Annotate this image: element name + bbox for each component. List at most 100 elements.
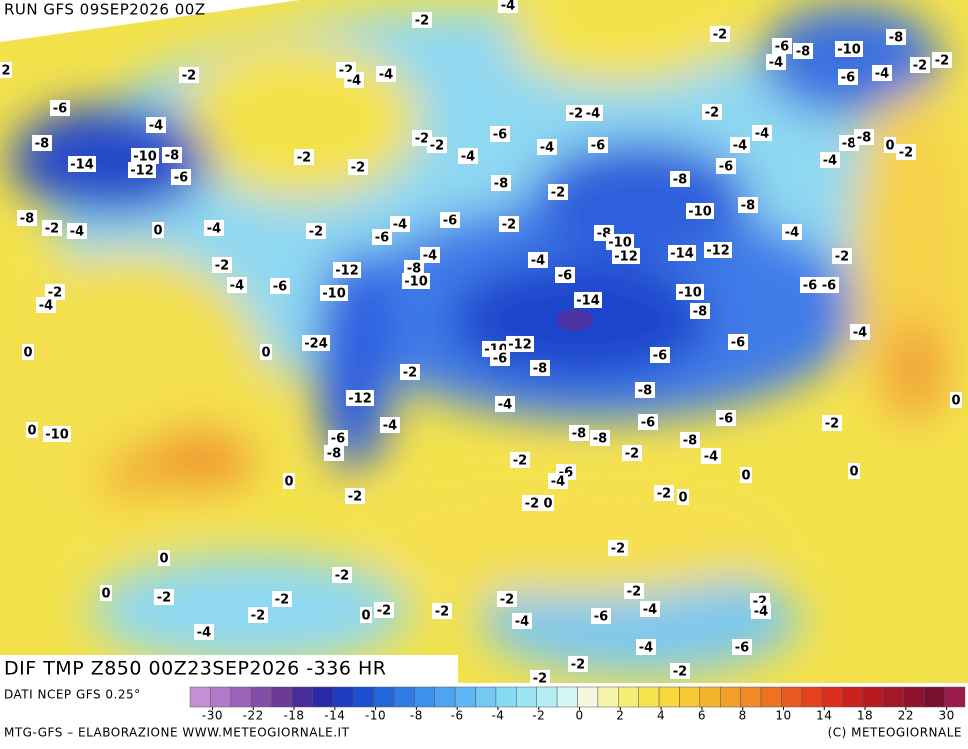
colorbar-swatch bbox=[842, 686, 864, 708]
label-box bbox=[624, 583, 644, 599]
label-box bbox=[26, 422, 38, 438]
map-title: DIF TMP Z850 00Z23SEP2026 -336 HR bbox=[4, 658, 386, 680]
label-box bbox=[738, 197, 758, 213]
contour-label: -10 bbox=[688, 205, 712, 220]
contour-label: -8 bbox=[683, 434, 697, 449]
contour-label: -10 bbox=[45, 428, 69, 443]
contour-label: -4 bbox=[551, 475, 565, 490]
colorbar-swatch bbox=[720, 686, 741, 708]
label-box bbox=[146, 117, 166, 133]
label-box bbox=[668, 245, 696, 261]
label-box bbox=[332, 567, 352, 583]
label-box bbox=[376, 66, 396, 82]
contour-label: -8 bbox=[889, 31, 903, 46]
colorbar: -30 -22 -18 -14 -10 -8 -6 -4 -2 0 2 4 6 8 10 14 18 22 30 bbox=[189, 686, 966, 723]
label-box bbox=[68, 156, 96, 172]
contour-label: -6 bbox=[719, 412, 733, 427]
colorbar-swatch bbox=[577, 686, 599, 708]
contour-label: 0 bbox=[284, 475, 293, 490]
contour-label: -4 bbox=[501, 0, 515, 14]
contour-label: -4 bbox=[823, 154, 837, 169]
contour-label: -10 bbox=[133, 150, 157, 165]
contour-label: -6 bbox=[822, 279, 836, 294]
contour-label: -8 bbox=[638, 384, 652, 399]
colorbar-swatch bbox=[475, 686, 497, 708]
contour-label: -2 bbox=[351, 161, 365, 176]
colorbar-tick-label: -22 bbox=[243, 709, 264, 723]
colorbar-swatch bbox=[781, 686, 803, 708]
contour-label: 0 bbox=[27, 424, 36, 439]
label-box bbox=[162, 147, 182, 163]
contour-label: -2 bbox=[297, 151, 311, 166]
colorbar-tick-label: 22 bbox=[898, 709, 914, 723]
contour-label: -4 bbox=[785, 226, 799, 241]
colorbar-swatch bbox=[271, 686, 293, 708]
contour-label: -10 bbox=[837, 43, 861, 58]
label-box bbox=[896, 144, 916, 160]
contour-label: -2 bbox=[569, 107, 583, 122]
label-box bbox=[677, 489, 689, 505]
label-box bbox=[588, 137, 608, 153]
contour-label: -12 bbox=[614, 250, 638, 265]
colorbar-swatch bbox=[923, 686, 945, 708]
contour-label: -6 bbox=[594, 610, 608, 625]
contour-label: 0 bbox=[741, 469, 750, 484]
contour-label: -10 bbox=[678, 286, 702, 301]
contour-label: -4 bbox=[347, 74, 361, 89]
contour-label: -2 bbox=[275, 593, 289, 608]
contour-label: -8 bbox=[533, 362, 547, 377]
contour-label: 0 bbox=[23, 346, 32, 361]
contour-label: -4 bbox=[754, 605, 768, 620]
label-box bbox=[701, 448, 721, 464]
contour-label: -4 bbox=[197, 626, 211, 641]
contour-label: -4 bbox=[149, 119, 163, 134]
contour-label: -8 bbox=[857, 131, 871, 146]
label-box bbox=[154, 589, 174, 605]
contour-label: -4 bbox=[586, 107, 600, 122]
label-box bbox=[506, 336, 534, 352]
contour-label: -2 bbox=[525, 497, 539, 512]
contour-label: -6 bbox=[803, 279, 817, 294]
run-label: RUN GFS 09SEP2026 00Z bbox=[4, 1, 206, 19]
label-box bbox=[782, 224, 802, 240]
contour-label: -2 bbox=[611, 542, 625, 557]
contour-label: -6 bbox=[443, 214, 457, 229]
contour-label: -6 bbox=[719, 160, 733, 175]
label-box bbox=[835, 41, 863, 57]
label-box bbox=[568, 656, 588, 672]
contour-label: -2 bbox=[435, 605, 449, 620]
contour-label: -2 bbox=[45, 222, 59, 237]
contour-label: -8 bbox=[572, 427, 586, 442]
colorbar-swatch bbox=[414, 686, 435, 708]
contour-label: -8 bbox=[35, 137, 49, 152]
contour-label: -10 bbox=[608, 236, 632, 251]
contour-label: -2 bbox=[835, 250, 849, 265]
label-box bbox=[574, 292, 602, 308]
label-box bbox=[676, 284, 704, 300]
colorbar-tick-label: 4 bbox=[657, 709, 665, 723]
label-box bbox=[344, 72, 364, 88]
label-box bbox=[360, 607, 372, 623]
contour-label: -12 bbox=[335, 264, 359, 279]
label-box bbox=[730, 137, 750, 153]
label-box bbox=[128, 162, 156, 178]
contour-label: -2 bbox=[335, 569, 349, 584]
label-box bbox=[686, 203, 714, 219]
label-box bbox=[800, 277, 820, 293]
contour-label: -2 bbox=[415, 14, 429, 29]
colorbar-swatch bbox=[597, 686, 619, 708]
label-box bbox=[50, 100, 70, 116]
label-box bbox=[850, 324, 870, 340]
label-box bbox=[131, 148, 159, 164]
colorbar-swatch bbox=[862, 686, 884, 708]
contour-label: 0 bbox=[101, 587, 110, 602]
title-box bbox=[0, 655, 458, 683]
contour-label: -2 bbox=[348, 490, 362, 505]
label-box bbox=[490, 350, 510, 366]
contour-label: -2 bbox=[48, 286, 62, 301]
label-box bbox=[704, 242, 732, 258]
label-box bbox=[204, 220, 224, 236]
label-box bbox=[950, 392, 962, 408]
contour-label: 0 bbox=[153, 224, 162, 239]
colorbar-tick-label: 10 bbox=[775, 709, 791, 723]
